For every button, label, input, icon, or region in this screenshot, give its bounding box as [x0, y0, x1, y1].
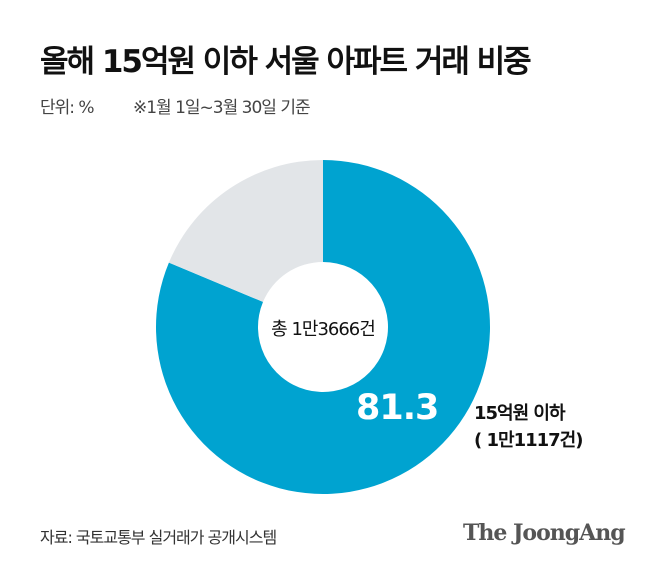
source-note: 자료: 국토교통부 실거래가 공개시스템 — [40, 528, 277, 547]
segment-callout: 15억원 이하 ( 1만1117건) — [474, 400, 583, 454]
segment-value-label: 81.3 — [356, 388, 439, 428]
callout-count: ( 1만1117건) — [474, 430, 583, 451]
publisher-logo: The JoongAng — [463, 520, 626, 546]
total-count-label: 총 1만3666건 — [271, 319, 376, 340]
segment-over-15eok — [168, 160, 323, 302]
callout-category: 15억원 이하 — [474, 403, 566, 424]
date-range-note: ※1월 1일~3월 30일 기준 — [133, 98, 311, 118]
segment-under-15eok — [156, 160, 491, 494]
unit-label: 단위: % — [40, 98, 95, 118]
chart-title: 올해 15억원 이하 서울 아파트 거래 비중 — [40, 44, 532, 80]
